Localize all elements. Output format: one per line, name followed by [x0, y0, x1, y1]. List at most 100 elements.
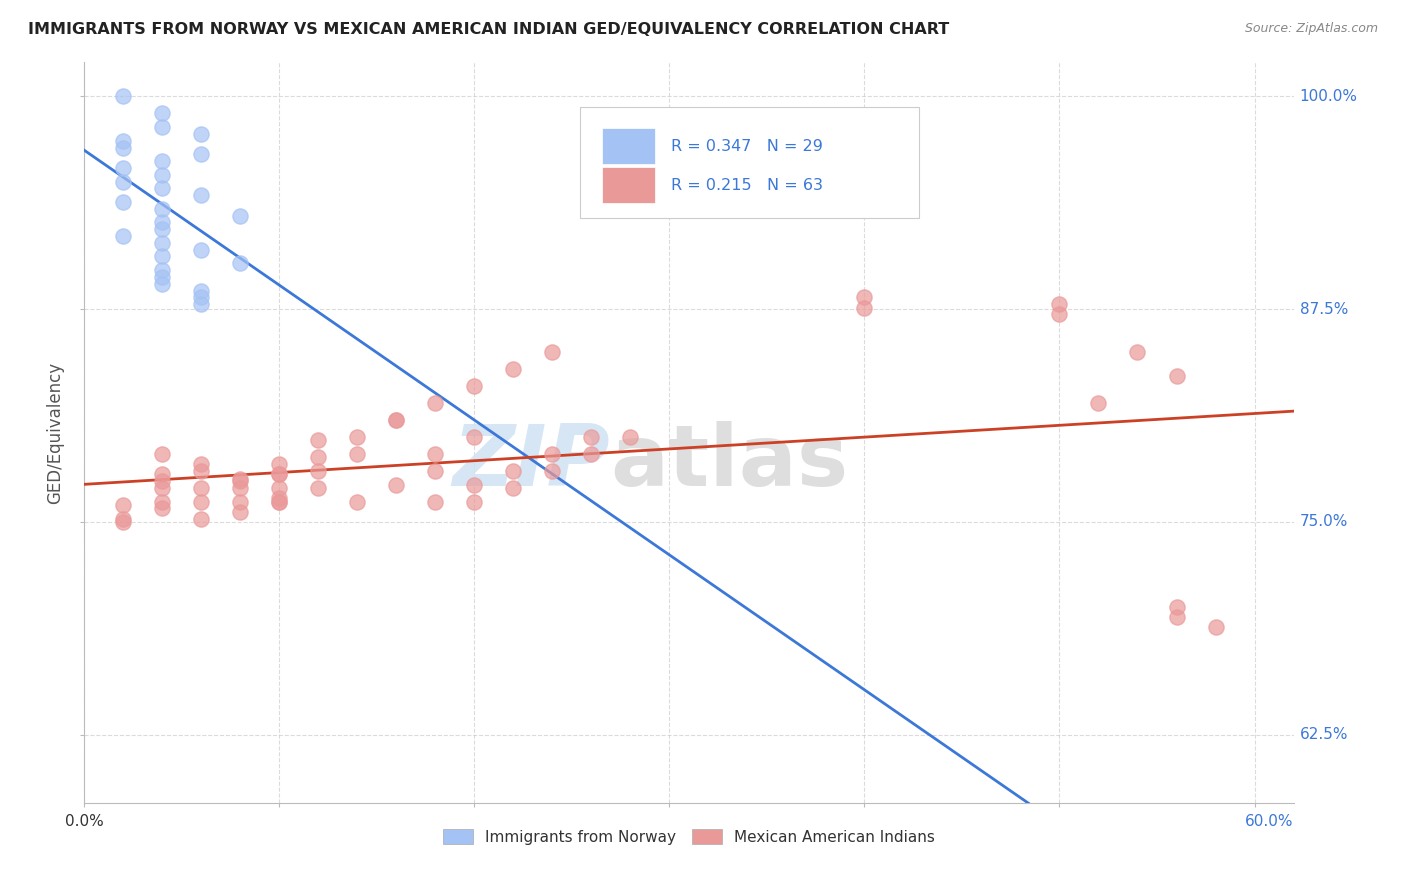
Point: [190, 457, 212, 471]
Point: [190, 188, 212, 202]
Point: [463, 430, 485, 444]
Point: [229, 474, 252, 488]
Text: 75.0%: 75.0%: [1299, 515, 1348, 530]
Text: 62.5%: 62.5%: [1299, 727, 1348, 742]
Point: [190, 494, 212, 508]
Point: [190, 297, 212, 311]
Text: 0.0%: 0.0%: [65, 814, 104, 829]
Text: atlas: atlas: [610, 421, 849, 504]
Point: [112, 89, 135, 103]
Point: [112, 511, 135, 525]
Point: [150, 250, 173, 264]
Point: [112, 175, 135, 189]
Point: [346, 494, 368, 508]
Point: [112, 515, 135, 529]
Point: [307, 481, 329, 495]
Point: [190, 127, 212, 141]
Point: [150, 481, 173, 495]
Point: [112, 161, 135, 175]
Point: [1166, 368, 1188, 383]
Point: [150, 263, 173, 277]
Point: [269, 491, 291, 505]
Text: ZIP: ZIP: [453, 421, 610, 504]
Point: [269, 457, 291, 471]
Point: [425, 464, 447, 478]
Point: [385, 477, 408, 491]
Point: [150, 277, 173, 291]
Point: [385, 413, 408, 427]
Point: [269, 467, 291, 482]
Point: [190, 284, 212, 298]
Point: [463, 477, 485, 491]
Point: [463, 379, 485, 393]
Point: [150, 215, 173, 229]
Point: [150, 447, 173, 461]
Point: [581, 447, 603, 461]
Point: [150, 474, 173, 488]
Point: [229, 209, 252, 223]
Point: [1087, 396, 1109, 410]
Point: [190, 243, 212, 257]
FancyBboxPatch shape: [602, 128, 655, 164]
Text: Source: ZipAtlas.com: Source: ZipAtlas.com: [1244, 22, 1378, 36]
Point: [150, 235, 173, 250]
Point: [150, 202, 173, 216]
Text: 60.0%: 60.0%: [1246, 814, 1294, 829]
Point: [463, 494, 485, 508]
Point: [425, 494, 447, 508]
Point: [502, 361, 524, 376]
Point: [150, 181, 173, 195]
Point: [619, 430, 641, 444]
Point: [112, 140, 135, 154]
Text: R = 0.215   N = 63: R = 0.215 N = 63: [671, 178, 823, 193]
Point: [112, 134, 135, 148]
Point: [269, 494, 291, 508]
Point: [502, 464, 524, 478]
Point: [190, 481, 212, 495]
Point: [385, 413, 408, 427]
Point: [112, 498, 135, 512]
Point: [269, 494, 291, 508]
Point: [1126, 344, 1149, 359]
Point: [150, 154, 173, 169]
Point: [112, 229, 135, 244]
Point: [150, 467, 173, 482]
Point: [346, 430, 368, 444]
Point: [229, 256, 252, 270]
Point: [150, 269, 173, 284]
Point: [425, 396, 447, 410]
Point: [853, 301, 876, 315]
Point: [1166, 610, 1188, 624]
Point: [502, 481, 524, 495]
Text: 87.5%: 87.5%: [1299, 301, 1348, 317]
Point: [1049, 307, 1071, 321]
Point: [229, 494, 252, 508]
Point: [150, 120, 173, 135]
FancyBboxPatch shape: [602, 167, 655, 203]
Point: [853, 290, 876, 304]
Point: [541, 464, 564, 478]
Point: [425, 447, 447, 461]
Point: [581, 430, 603, 444]
Point: [229, 472, 252, 486]
Point: [229, 505, 252, 519]
Point: [150, 168, 173, 182]
Text: R = 0.347   N = 29: R = 0.347 N = 29: [671, 138, 823, 153]
Point: [190, 511, 212, 525]
Point: [307, 434, 329, 448]
Point: [229, 481, 252, 495]
Point: [307, 450, 329, 465]
Point: [346, 447, 368, 461]
Point: [269, 481, 291, 495]
Point: [112, 194, 135, 209]
Point: [269, 467, 291, 482]
Point: [150, 106, 173, 120]
FancyBboxPatch shape: [581, 107, 918, 218]
Legend: Immigrants from Norway, Mexican American Indians: Immigrants from Norway, Mexican American…: [436, 822, 942, 851]
Point: [1205, 620, 1227, 634]
Text: IMMIGRANTS FROM NORWAY VS MEXICAN AMERICAN INDIAN GED/EQUIVALENCY CORRELATION CH: IMMIGRANTS FROM NORWAY VS MEXICAN AMERIC…: [28, 22, 949, 37]
Y-axis label: GED/Equivalency: GED/Equivalency: [46, 361, 65, 504]
Point: [150, 494, 173, 508]
Point: [190, 147, 212, 161]
Point: [541, 447, 564, 461]
